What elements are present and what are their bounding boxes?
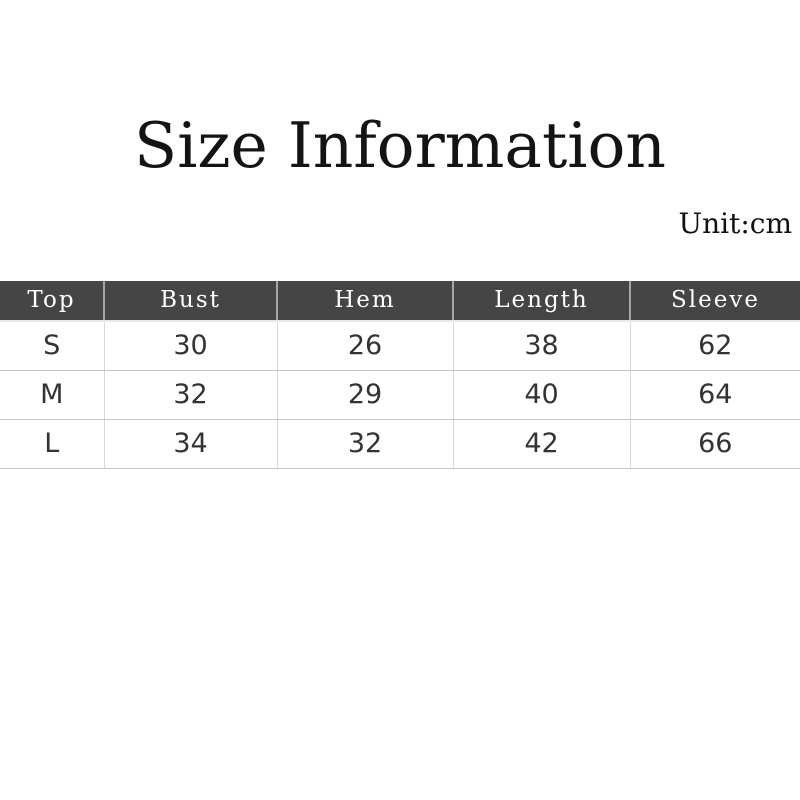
size-value-cell: 42 [452,419,630,469]
size-value-cell: 38 [452,320,630,371]
size-value-cell: 62 [629,320,800,371]
size-info-page: Size Information Unit:cm Top Bust Hem Le… [0,109,800,469]
size-label-cell: L [0,419,104,469]
size-table-body: S 30 26 38 62 M 32 29 40 64 L 34 32 42 6… [0,320,800,469]
page-title: Size Information [134,109,666,182]
unit-label: Unit:cm [678,207,792,240]
header-cell-bust: Bust [103,280,277,322]
size-value-cell: 32 [276,419,453,469]
header-row: Top Bust Hem Length Sleeve [0,280,800,322]
size-table-header: Top Bust Hem Length Sleeve [0,280,800,322]
size-label-cell: S [0,320,104,371]
size-value-cell: 66 [629,419,800,469]
size-table: Top Bust Hem Length Sleeve S 30 26 38 62… [0,280,800,469]
size-value-cell: 40 [452,370,630,420]
size-value-cell: 30 [103,320,277,371]
table-row-l: L 34 32 42 66 [0,419,800,469]
size-value-cell: 32 [103,370,277,420]
size-value-cell: 64 [629,370,800,420]
header-cell-sleeve: Sleeve [629,280,800,322]
table-row-s: S 30 26 38 62 [0,320,800,371]
size-label-cell: M [0,370,104,420]
table-row-m: M 32 29 40 64 [0,370,800,420]
size-value-cell: 26 [276,320,453,371]
size-value-cell: 29 [276,370,453,420]
size-value-cell: 34 [103,419,277,469]
header-cell-length: Length [452,280,630,322]
header-cell-top: Top [0,280,104,322]
header-cell-hem: Hem [276,280,453,322]
